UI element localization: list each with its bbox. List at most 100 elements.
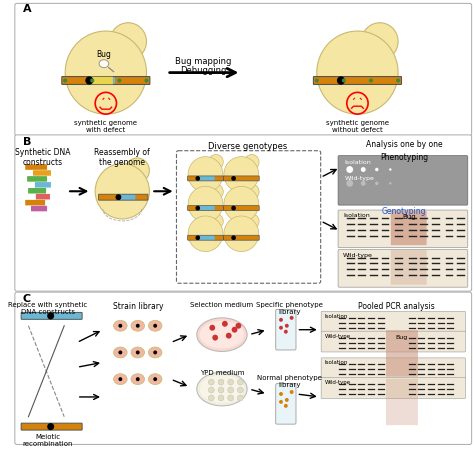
FancyBboxPatch shape (199, 176, 216, 181)
Text: synthetic genome
with defect: synthetic genome with defect (74, 120, 137, 133)
Text: Replace with synthetic
DNA constructs: Replace with synthetic DNA constructs (8, 302, 87, 315)
Circle shape (279, 318, 283, 322)
Text: B: B (23, 137, 31, 147)
Circle shape (290, 390, 293, 394)
FancyBboxPatch shape (338, 249, 468, 287)
Ellipse shape (317, 31, 398, 114)
Ellipse shape (362, 23, 398, 60)
Text: Wild-type: Wild-type (325, 380, 351, 385)
Ellipse shape (95, 164, 149, 219)
Text: Isolation: Isolation (345, 160, 372, 165)
FancyBboxPatch shape (28, 188, 46, 193)
Text: Isolation: Isolation (343, 213, 370, 218)
Circle shape (237, 395, 243, 401)
FancyBboxPatch shape (62, 77, 92, 84)
Text: Analysis one by one: Analysis one by one (365, 140, 442, 149)
Text: Bug mapping: Bug mapping (175, 57, 232, 66)
FancyBboxPatch shape (91, 77, 116, 84)
Ellipse shape (131, 347, 145, 358)
Text: Bug: Bug (396, 335, 408, 340)
FancyBboxPatch shape (25, 200, 45, 205)
Ellipse shape (209, 184, 223, 199)
FancyBboxPatch shape (313, 77, 401, 84)
FancyBboxPatch shape (115, 77, 150, 84)
FancyBboxPatch shape (391, 211, 427, 245)
Ellipse shape (65, 31, 146, 114)
Ellipse shape (209, 214, 223, 229)
Ellipse shape (110, 23, 146, 60)
Circle shape (209, 387, 214, 393)
Circle shape (228, 387, 234, 393)
Ellipse shape (197, 318, 247, 351)
Circle shape (218, 395, 224, 401)
FancyBboxPatch shape (35, 182, 51, 188)
Ellipse shape (99, 60, 109, 68)
Text: Phenotyping: Phenotyping (380, 153, 428, 162)
Circle shape (210, 325, 215, 331)
Circle shape (389, 182, 392, 184)
Circle shape (85, 76, 93, 85)
Circle shape (195, 176, 200, 181)
Ellipse shape (148, 374, 162, 385)
Circle shape (231, 235, 236, 240)
Circle shape (389, 168, 392, 171)
Text: C: C (23, 294, 31, 304)
Circle shape (361, 181, 365, 186)
Circle shape (63, 78, 67, 83)
Circle shape (90, 78, 94, 83)
Ellipse shape (224, 216, 259, 252)
FancyBboxPatch shape (223, 206, 259, 211)
Circle shape (315, 78, 319, 83)
Circle shape (342, 78, 346, 83)
Ellipse shape (245, 155, 259, 170)
Circle shape (116, 194, 121, 200)
FancyBboxPatch shape (89, 77, 113, 84)
Ellipse shape (125, 158, 149, 183)
FancyBboxPatch shape (321, 311, 465, 332)
Text: Wild-type: Wild-type (345, 176, 375, 181)
FancyBboxPatch shape (391, 250, 427, 285)
Circle shape (195, 206, 200, 211)
Text: YPD medium: YPD medium (200, 370, 244, 376)
Circle shape (136, 324, 140, 328)
Text: Debugging: Debugging (181, 65, 227, 74)
Text: Isolation: Isolation (325, 360, 348, 365)
Circle shape (153, 377, 157, 381)
Text: Reassembly of
the genome: Reassembly of the genome (94, 148, 150, 167)
Ellipse shape (188, 216, 223, 252)
Ellipse shape (197, 372, 247, 406)
Circle shape (337, 76, 345, 85)
FancyBboxPatch shape (21, 313, 82, 319)
FancyBboxPatch shape (199, 206, 216, 211)
Circle shape (279, 400, 283, 404)
Ellipse shape (131, 374, 145, 385)
Circle shape (226, 333, 232, 339)
Circle shape (118, 350, 122, 354)
FancyBboxPatch shape (136, 194, 148, 200)
Circle shape (47, 312, 54, 319)
Ellipse shape (245, 184, 259, 199)
Text: Wild-type: Wild-type (325, 334, 351, 339)
Circle shape (285, 324, 289, 328)
FancyBboxPatch shape (215, 176, 223, 181)
Circle shape (228, 379, 234, 385)
FancyBboxPatch shape (15, 292, 472, 444)
FancyBboxPatch shape (223, 176, 259, 181)
Circle shape (369, 78, 373, 83)
Circle shape (222, 321, 228, 327)
Circle shape (361, 167, 365, 172)
FancyBboxPatch shape (188, 176, 200, 181)
FancyBboxPatch shape (15, 3, 472, 136)
Ellipse shape (188, 156, 223, 192)
Circle shape (279, 392, 283, 396)
Ellipse shape (148, 347, 162, 358)
Text: Pooled PCR analysis: Pooled PCR analysis (358, 302, 435, 311)
Circle shape (284, 330, 288, 334)
Text: Wild-type: Wild-type (343, 253, 373, 258)
Circle shape (346, 166, 353, 173)
Circle shape (290, 316, 293, 320)
FancyBboxPatch shape (276, 384, 296, 424)
FancyBboxPatch shape (21, 423, 82, 430)
Circle shape (118, 377, 122, 381)
Text: Selection medium: Selection medium (191, 302, 254, 308)
